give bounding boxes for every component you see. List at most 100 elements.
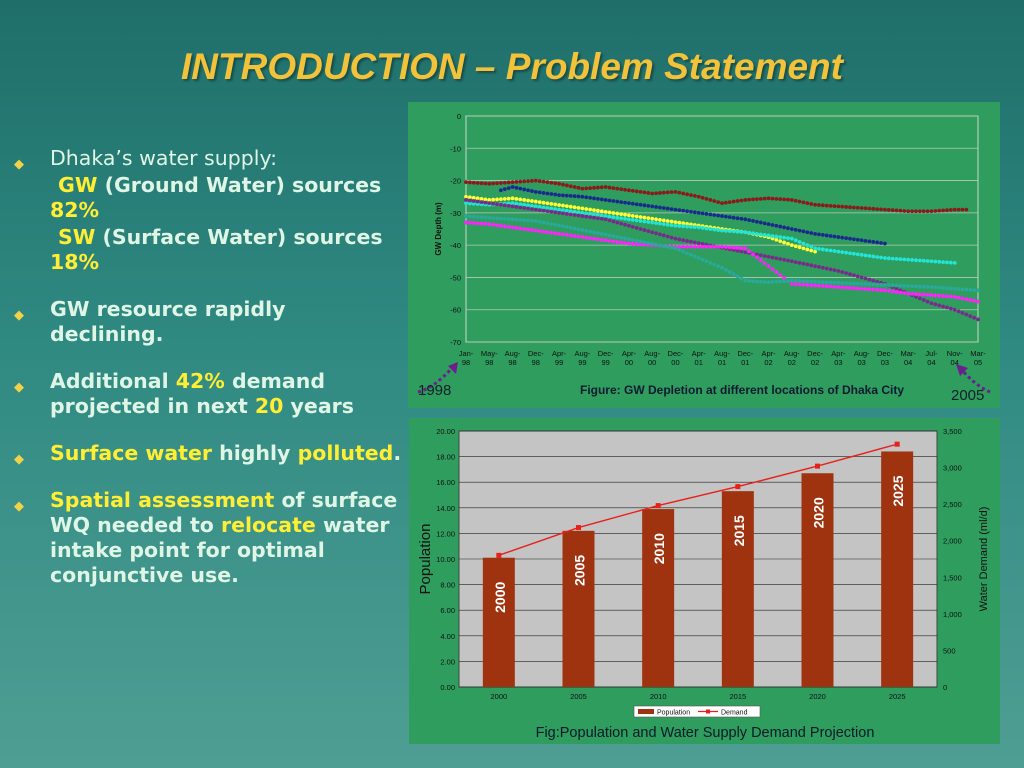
data-point (704, 196, 709, 201)
data-point (692, 225, 697, 230)
data-point (514, 201, 519, 206)
data-point (681, 191, 686, 196)
data-point (665, 234, 670, 239)
data-point (751, 252, 755, 257)
data-point (518, 217, 523, 222)
data-point (669, 235, 674, 240)
data-point (875, 279, 880, 284)
annotation-1998: 1998 (418, 382, 452, 399)
bullet-text-b: demand projected in next (50, 369, 326, 418)
data-point (782, 240, 786, 245)
data-point (537, 208, 542, 213)
x-tick-label: Aug-03 (854, 349, 870, 367)
data-point (685, 239, 689, 243)
data-point (584, 214, 589, 219)
data-point (859, 286, 864, 291)
data-point (510, 204, 515, 209)
data-point (774, 223, 779, 228)
data-point (576, 210, 581, 215)
data-point (933, 285, 938, 290)
data-point (630, 241, 635, 246)
data-point (568, 194, 573, 198)
bar-year-label: 2010 (651, 533, 667, 564)
data-point (820, 284, 825, 288)
data-point (906, 209, 911, 214)
data-point (619, 216, 624, 221)
data-point (661, 222, 666, 227)
data-point (712, 213, 717, 217)
data-point (681, 221, 686, 226)
data-point (584, 186, 589, 191)
x-tick-label: 2005 (570, 692, 587, 701)
data-point (890, 289, 895, 294)
data-point (968, 287, 973, 292)
data-point (541, 179, 546, 184)
data-point (945, 286, 949, 291)
data-point (642, 219, 647, 224)
data-point (553, 192, 558, 197)
data-point (793, 278, 798, 283)
data-point (510, 185, 515, 189)
data-point (917, 284, 922, 289)
data-point (661, 244, 666, 248)
y-tick-label: -30 (450, 209, 461, 218)
data-point (650, 241, 655, 246)
data-point (549, 180, 554, 185)
data-point (762, 280, 767, 284)
data-point (619, 187, 624, 192)
data-point (801, 246, 806, 251)
data-point (945, 208, 949, 213)
data-point (561, 208, 565, 213)
data-point (727, 229, 732, 234)
data-point (894, 286, 899, 291)
data-point (797, 282, 802, 287)
y2-tick-label: 2,500 (943, 500, 962, 509)
data-point (580, 206, 585, 211)
data-point (782, 235, 786, 240)
data-point (572, 209, 577, 214)
x-tick-label: 2000 (490, 692, 507, 701)
data-point (886, 288, 891, 293)
data-point (929, 285, 934, 290)
data-point (623, 236, 627, 241)
data-point (840, 270, 845, 274)
data-point (871, 254, 876, 259)
data-point (510, 196, 515, 201)
data-point (867, 254, 872, 258)
data-point (564, 208, 569, 213)
x-tick-label: 2015 (729, 692, 746, 701)
data-point (789, 259, 794, 264)
data-point (859, 252, 864, 257)
data-point (491, 216, 496, 220)
data-point (805, 279, 810, 284)
data-point (483, 197, 488, 202)
data-point (820, 203, 825, 208)
data-point (603, 185, 608, 189)
chart-title: Figure: GW Depletion at different locati… (580, 383, 904, 397)
data-point (514, 180, 519, 184)
data-point (952, 294, 957, 299)
data-point (848, 281, 852, 286)
data-point (627, 201, 631, 206)
data-point (906, 291, 911, 296)
data-point (793, 227, 798, 232)
data-point (619, 221, 624, 226)
x-tick-label: Apr-99 (552, 349, 567, 367)
data-point (669, 245, 674, 250)
data-point (801, 200, 806, 205)
data-point (654, 231, 658, 236)
data-point (739, 276, 744, 281)
data-point (813, 279, 817, 284)
data-point (526, 227, 530, 232)
data-point (557, 207, 561, 212)
data-point (716, 213, 721, 218)
data-point (925, 209, 930, 214)
data-point (642, 215, 647, 220)
data-point (572, 194, 577, 199)
data-point (836, 235, 841, 239)
data-point (751, 197, 755, 202)
data-point (929, 259, 934, 264)
data-point (677, 224, 682, 228)
demand-point (496, 552, 502, 558)
data-point (723, 245, 728, 249)
